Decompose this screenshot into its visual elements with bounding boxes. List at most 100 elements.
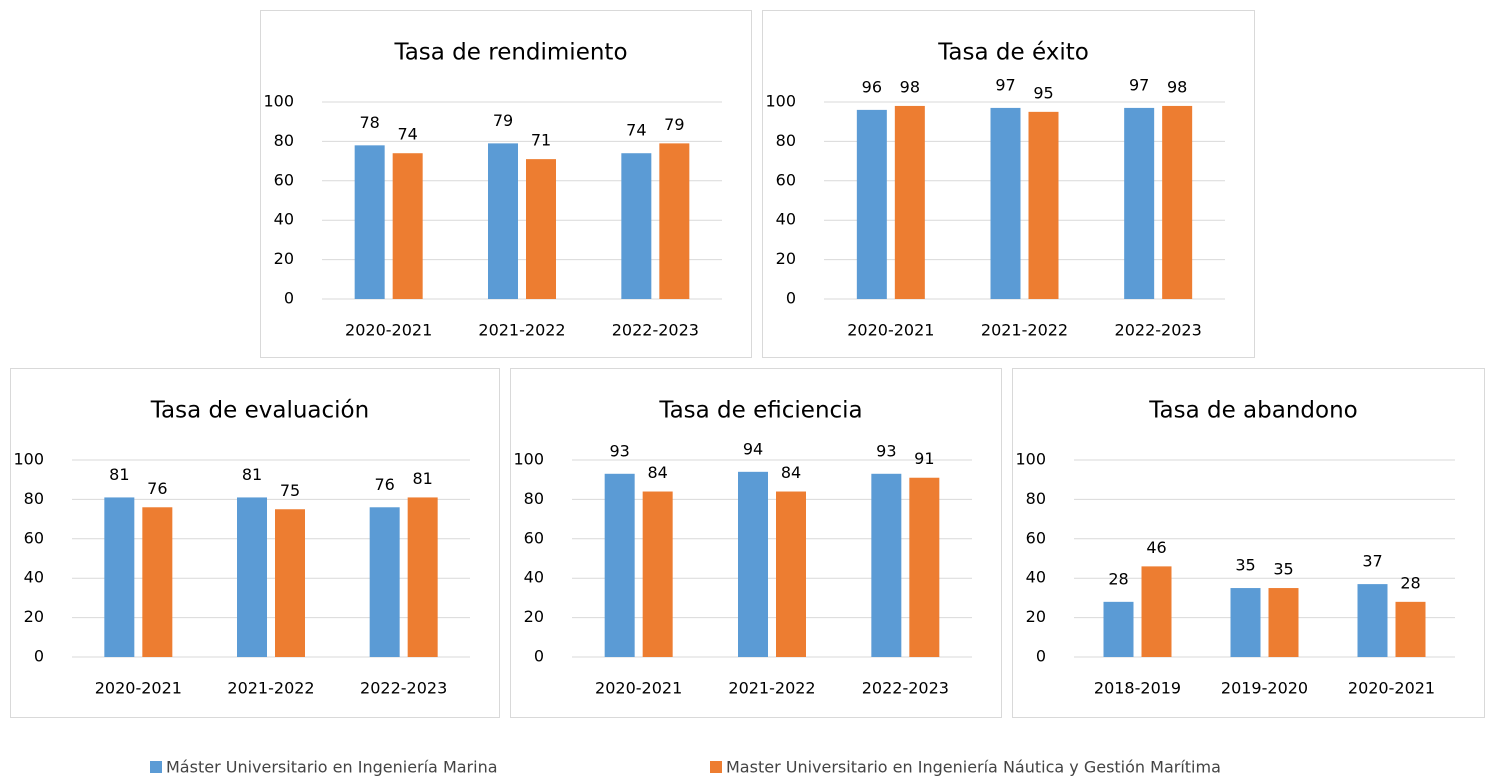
bar	[488, 143, 518, 299]
y-tick-label: 100	[13, 450, 44, 469]
bar	[659, 143, 690, 299]
bar	[871, 473, 902, 657]
chart-box	[1012, 368, 1485, 718]
bar	[621, 153, 652, 299]
x-tick-label: 2020-2021	[595, 679, 682, 698]
bar	[392, 153, 423, 299]
bar	[526, 159, 556, 299]
value-label: 28	[1108, 569, 1128, 588]
x-tick-label: 2021-2022	[981, 321, 1068, 340]
bar	[407, 497, 438, 657]
legend-swatch	[710, 761, 722, 773]
bar	[738, 471, 768, 657]
chart-title: Tasa de eficiencia	[658, 398, 862, 424]
y-tick-label: 80	[1026, 489, 1046, 508]
y-tick-label: 0	[786, 289, 796, 308]
legend-label: Master Universitario en Ingeniería Náuti…	[726, 758, 1221, 777]
y-tick-label: 80	[524, 489, 544, 508]
x-tick-label: 2018-2019	[1094, 679, 1181, 698]
x-tick-label: 2020-2021	[345, 321, 432, 340]
bar	[354, 145, 385, 299]
value-label: 93	[876, 441, 896, 460]
bar	[104, 497, 135, 657]
value-label: 74	[626, 121, 646, 140]
y-tick-label: 60	[524, 528, 544, 547]
bar	[1162, 105, 1193, 299]
bar	[604, 473, 635, 657]
y-tick-label: 100	[765, 92, 796, 111]
y-tick-label: 100	[513, 450, 544, 469]
x-tick-label: 2019-2020	[1221, 679, 1308, 698]
y-tick-label: 80	[776, 131, 796, 150]
y-tick-label: 0	[1036, 647, 1046, 666]
value-label: 84	[781, 463, 801, 482]
y-tick-label: 40	[274, 210, 294, 229]
y-tick-label: 0	[284, 289, 294, 308]
y-tick-label: 80	[274, 131, 294, 150]
bar	[642, 491, 673, 657]
y-tick-label: 60	[1026, 528, 1046, 547]
y-tick-label: 60	[274, 170, 294, 189]
value-label: 98	[1167, 77, 1187, 96]
value-label: 95	[1033, 83, 1053, 102]
x-tick-label: 2022-2023	[1115, 321, 1202, 340]
bar	[1141, 566, 1172, 657]
x-tick-label: 2020-2021	[847, 321, 934, 340]
y-tick-label: 40	[524, 568, 544, 587]
y-tick-label: 40	[776, 210, 796, 229]
value-label: 81	[412, 469, 432, 488]
bar	[856, 109, 887, 299]
x-tick-label: 2022-2023	[862, 679, 949, 698]
y-tick-label: 20	[776, 249, 796, 268]
bar	[1395, 601, 1426, 657]
x-tick-label: 2021-2022	[478, 321, 565, 340]
y-tick-label: 20	[524, 607, 544, 626]
bar	[1103, 601, 1134, 657]
value-label: 93	[609, 441, 629, 460]
y-tick-label: 20	[1026, 607, 1046, 626]
value-label: 97	[995, 75, 1015, 94]
x-tick-label: 2021-2022	[227, 679, 314, 698]
y-tick-label: 60	[24, 528, 44, 547]
legend-label: Máster Universitario en Ingeniería Marin…	[166, 758, 498, 777]
value-label: 74	[397, 125, 417, 144]
value-label: 76	[374, 475, 394, 494]
y-tick-label: 100	[263, 92, 294, 111]
bar	[1028, 111, 1059, 299]
value-label: 94	[743, 439, 763, 458]
chart-title: Tasa de éxito	[937, 40, 1089, 66]
bar	[1124, 107, 1155, 299]
value-label: 91	[914, 449, 934, 468]
value-label: 81	[109, 465, 129, 484]
value-label: 84	[647, 463, 667, 482]
x-tick-label: 2022-2023	[612, 321, 699, 340]
value-label: 37	[1362, 552, 1382, 571]
x-tick-label: 2020-2021	[1348, 679, 1435, 698]
x-tick-label: 2020-2021	[95, 679, 182, 698]
chart-title: Tasa de abandono	[1148, 398, 1357, 424]
value-label: 75	[280, 481, 300, 500]
y-tick-label: 40	[24, 568, 44, 587]
bar	[894, 105, 925, 299]
bar	[990, 107, 1021, 299]
y-tick-label: 80	[24, 489, 44, 508]
legend-swatch	[150, 761, 162, 773]
value-label: 79	[664, 115, 684, 134]
value-label: 28	[1400, 573, 1420, 592]
y-tick-label: 20	[24, 607, 44, 626]
value-label: 79	[493, 111, 513, 130]
bar	[909, 477, 940, 657]
x-tick-label: 2022-2023	[360, 679, 447, 698]
value-label: 35	[1273, 560, 1293, 579]
bar	[369, 507, 400, 657]
y-tick-label: 20	[274, 249, 294, 268]
value-label: 71	[531, 131, 551, 150]
y-tick-label: 0	[534, 647, 544, 666]
chart-title: Tasa de evaluación	[150, 398, 369, 424]
y-tick-label: 40	[1026, 568, 1046, 587]
x-tick-label: 2021-2022	[728, 679, 815, 698]
bar	[1357, 584, 1388, 657]
value-label: 81	[242, 465, 262, 484]
value-label: 46	[1146, 538, 1166, 557]
bar	[776, 491, 806, 657]
